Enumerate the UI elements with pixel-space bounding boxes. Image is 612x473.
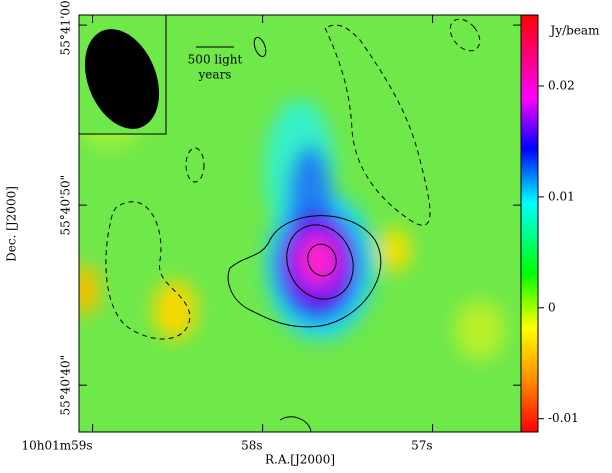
- x-tick-label: 10h01m59s: [22, 439, 93, 453]
- x-tick-label: 58s: [241, 439, 262, 453]
- colorbar-tick-label: 0.01: [548, 189, 575, 203]
- scale-bar-label: 500 light: [188, 53, 243, 67]
- sky-image: [79, 15, 521, 432]
- colorbar-tick-label: -0.01: [548, 411, 579, 425]
- y-tick-label: 55°41'00": [59, 0, 73, 55]
- colorbar-tick-label: 0: [548, 300, 556, 314]
- y-tick-label: 55°40'40": [59, 355, 73, 416]
- x-axis-label: R.A.[J2000]: [265, 453, 335, 467]
- colorbar-tick-label: 0.02: [548, 78, 575, 92]
- y-tick-label: 55°40'50": [59, 175, 73, 236]
- colorbar-label: Jy/beam: [549, 24, 601, 38]
- scale-bar-label: years: [198, 68, 232, 82]
- y-axis-label: Dec. [J2000]: [5, 186, 19, 262]
- colorbar: [520, 14, 539, 433]
- x-tick-label: 57s: [411, 439, 432, 453]
